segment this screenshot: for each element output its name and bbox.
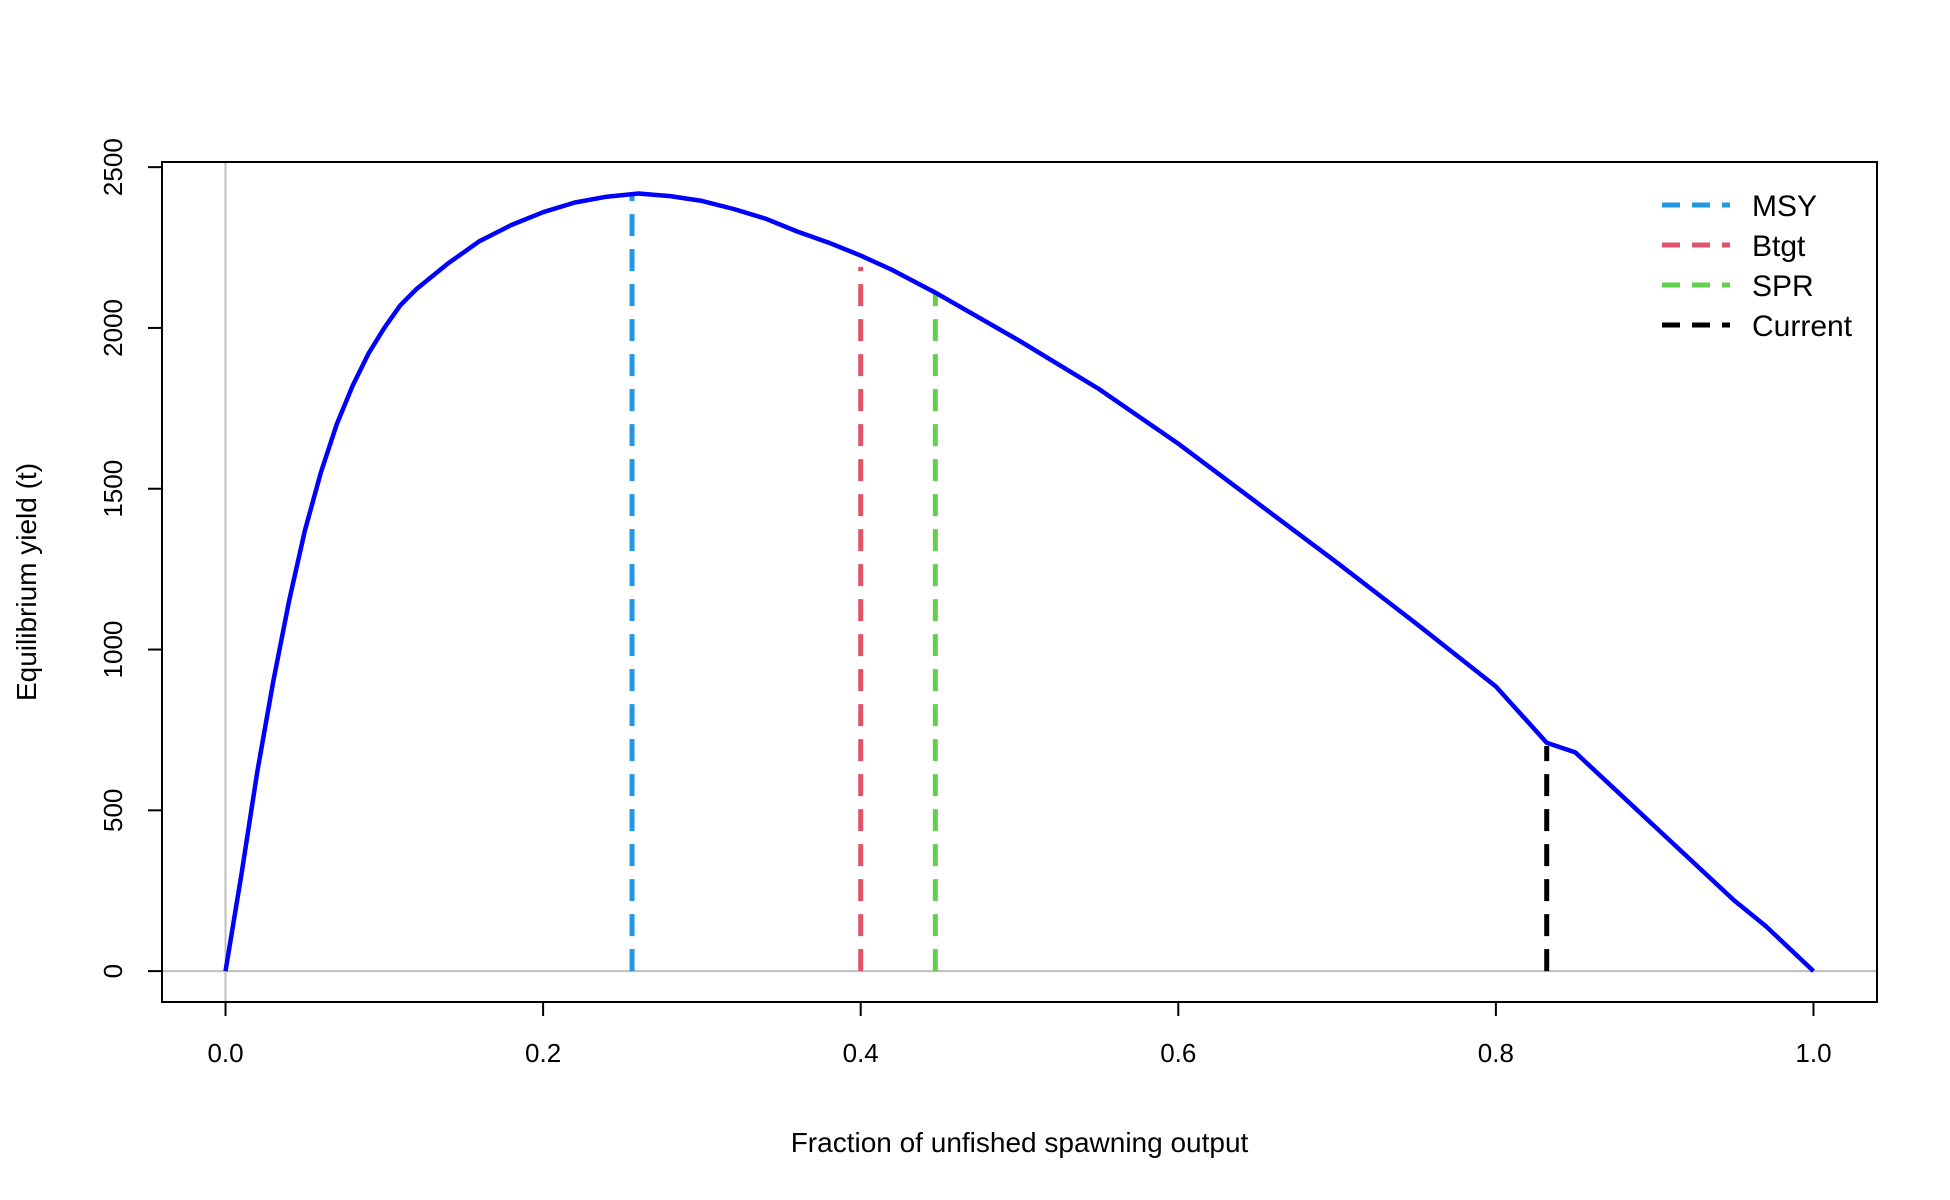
legend-label-spr: SPR [1752, 270, 1814, 303]
reference-point-lines [629, 193, 1550, 972]
legend-label-current: Current [1752, 310, 1853, 343]
series-group [223, 191, 1816, 973]
x-tick-label: 0.4 [843, 1038, 879, 1068]
x-axis-title: Fraction of unfished spawning output [791, 1127, 1249, 1158]
y-tick-label: 1000 [98, 621, 128, 679]
y-axis-title: Equilibrium yield (t) [11, 463, 42, 701]
x-tick-label: 0.6 [1160, 1038, 1196, 1068]
x-axis: 0.0 0.2 0.4 0.6 0.8 1.0 [207, 1001, 1832, 1068]
x-tick-label: 0.0 [207, 1038, 243, 1068]
y-tick-label: 2500 [98, 138, 128, 196]
yield-curve-line [223, 191, 1816, 973]
y-tick-label: 500 [98, 789, 128, 832]
x-tick-label: 1.0 [1795, 1038, 1831, 1068]
y-tick-label: 1500 [98, 460, 128, 518]
y-axis: 0 500 1000 1500 2000 2500 [98, 138, 162, 978]
legend: MSY Btgt SPR Current [1662, 190, 1853, 343]
y-tick-label: 0 [98, 964, 128, 978]
legend-label-msy: MSY [1752, 190, 1817, 223]
x-tick-label: 0.2 [525, 1038, 561, 1068]
y-tick-label: 2000 [98, 299, 128, 357]
legend-label-btgt: Btgt [1752, 230, 1806, 263]
x-tick-label: 0.8 [1478, 1038, 1514, 1068]
reference-lines [162, 162, 1877, 1002]
